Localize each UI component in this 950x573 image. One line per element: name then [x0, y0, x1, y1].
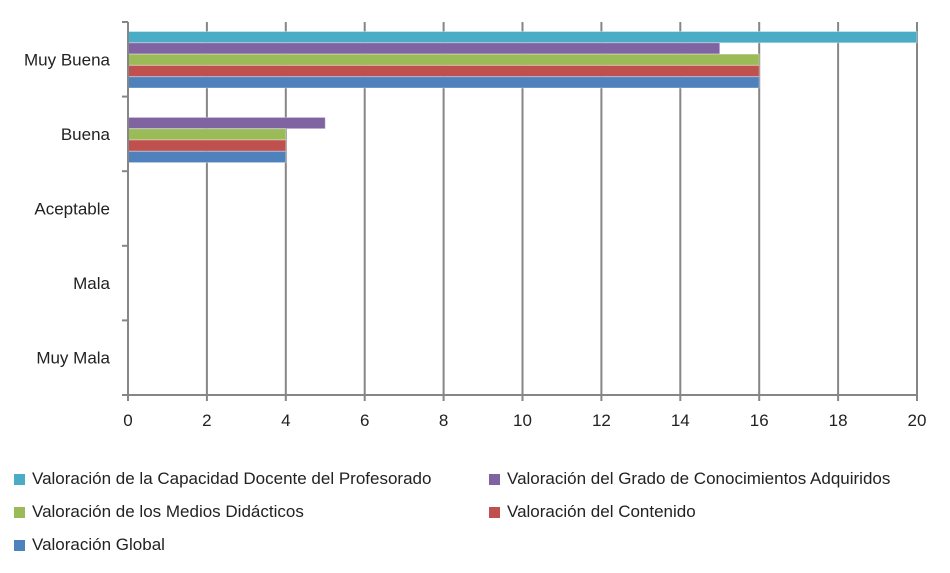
bar	[127, 53, 760, 66]
bar	[127, 64, 760, 78]
x-tick-label: 4	[281, 411, 290, 430]
x-tick-label: 12	[592, 411, 611, 430]
x-tick-label: 8	[439, 411, 448, 430]
x-tick-label: 20	[908, 411, 927, 430]
legend-label: Valoración Global	[32, 535, 165, 554]
y-tick-label: Muy Buena	[24, 50, 111, 69]
bar	[127, 150, 287, 164]
bar	[127, 42, 721, 55]
y-tick-label: Buena	[61, 125, 111, 144]
legend-item: Valoración del Grado de Conocimientos Ad…	[489, 469, 890, 489]
x-tick-label: 6	[360, 411, 369, 430]
x-tick-label: 16	[750, 411, 769, 430]
legend-label: Valoración de la Capacidad Docente del P…	[32, 469, 432, 488]
legend-label: Valoración del Grado de Conocimientos Ad…	[507, 469, 891, 488]
bar	[127, 116, 326, 130]
x-tick-label: 18	[829, 411, 848, 430]
bar	[127, 76, 760, 89]
x-tick-label: 14	[671, 411, 690, 430]
y-tick-label: Muy Mala	[36, 349, 110, 368]
y-tick-label: Aceptable	[34, 200, 110, 219]
x-tick-label: 2	[202, 411, 211, 430]
y-tick-label: Mala	[73, 274, 110, 293]
legend-item: Valoración de la Capacidad Docente del P…	[14, 469, 431, 489]
bar	[127, 31, 918, 44]
legend-swatch	[489, 473, 500, 485]
legend-swatch	[14, 506, 25, 518]
legend-item: Valoración Global	[14, 535, 165, 555]
legend-item: Valoración del Contenido	[489, 502, 696, 522]
legend-item: Valoración de los Medios Didácticos	[14, 502, 304, 522]
bar	[127, 128, 287, 141]
legend-label: Valoración de los Medios Didácticos	[32, 502, 304, 521]
plot-area: 0 2 4 6 8 10 12 14 16 18 20 Muy Buena Buena Aceptable…	[24, 21, 927, 430]
x-tick-label: 10	[513, 411, 532, 430]
x-tick-label: 0	[123, 411, 132, 430]
legend-swatch	[14, 539, 25, 551]
bar	[127, 139, 287, 152]
legend-swatch	[14, 473, 25, 485]
legend-label: Valoración del Contenido	[507, 502, 696, 521]
legend-swatch	[489, 506, 500, 518]
